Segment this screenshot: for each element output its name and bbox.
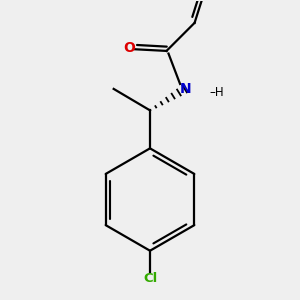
Text: O: O [123,41,135,55]
Text: –H: –H [209,86,224,99]
Text: N: N [180,82,192,96]
Text: Cl: Cl [143,272,157,285]
